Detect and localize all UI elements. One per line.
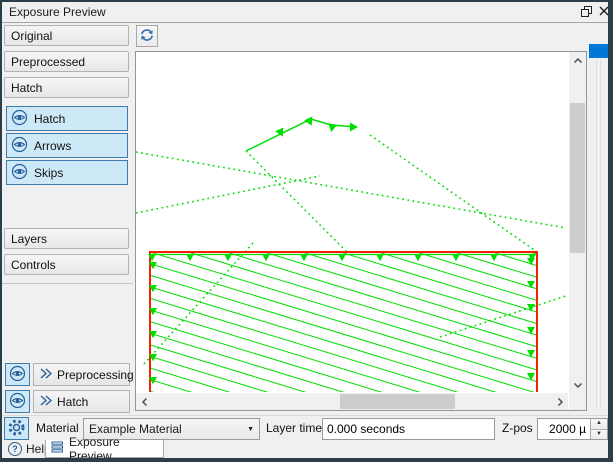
- section-original[interactable]: Original: [4, 25, 129, 46]
- vertical-scrollbar-thumb[interactable]: [570, 103, 585, 253]
- scroll-up-button[interactable]: [569, 52, 586, 68]
- scrollbar-corner: [569, 393, 586, 410]
- zpos-field[interactable]: [538, 419, 590, 439]
- help-label: Help: [26, 442, 51, 456]
- layer-time-field[interactable]: [322, 418, 495, 440]
- refresh-preview-button[interactable]: [136, 25, 158, 47]
- splitter-lines: [596, 59, 601, 409]
- preprocessing-label: Preprocessing: [57, 367, 134, 382]
- close-button[interactable]: [596, 5, 611, 20]
- vertical-scrollbar[interactable]: [569, 52, 586, 393]
- toggle-hatch[interactable]: Hatch: [6, 106, 128, 131]
- dropdown-arrow-icon: ▼: [247, 425, 254, 433]
- scroll-down-button[interactable]: [569, 377, 586, 393]
- preprocessing-visibility-button[interactable]: [5, 363, 30, 386]
- material-label: Material: [36, 421, 79, 435]
- sidebar: Original Preprocessed Hatch Hatch Arrows…: [2, 23, 134, 415]
- material-settings-button[interactable]: [4, 417, 29, 440]
- chevron-up-icon: [573, 57, 582, 63]
- help-button[interactable]: ? Help: [4, 440, 55, 458]
- eye-icon: [11, 109, 28, 129]
- zpos-label: Z-pos: [502, 421, 533, 435]
- section-layers[interactable]: Layers: [4, 228, 129, 249]
- material-selected-value: Example Material: [89, 422, 182, 436]
- spin-up-button[interactable]: ▲: [591, 419, 607, 429]
- zpos-spinner: ▲ ▼: [590, 419, 607, 439]
- material-dropdown[interactable]: Example Material ▼: [83, 418, 260, 440]
- preprocessing-button[interactable]: Preprocessing: [33, 363, 134, 386]
- eye-icon: [9, 392, 26, 412]
- toggle-hatch-label: Hatch: [34, 111, 66, 126]
- toolbar-divider: [2, 415, 608, 416]
- panel-title: Exposure Preview: [9, 5, 106, 19]
- scroll-left-button[interactable]: [136, 393, 152, 410]
- chevron-down-icon: [573, 382, 582, 388]
- horizontal-scrollbar[interactable]: [136, 393, 568, 410]
- toggle-skips[interactable]: Skips: [6, 160, 128, 185]
- circular-arrows-icon: [140, 28, 154, 45]
- layer-time-label: Layer time: [266, 421, 323, 435]
- gear-icon: [7, 418, 26, 440]
- zpos-spinbox[interactable]: ▲ ▼: [537, 418, 608, 440]
- scroll-right-button[interactable]: [552, 393, 568, 410]
- sidebar-divider: [2, 283, 133, 284]
- hatch-visibility-button[interactable]: [5, 390, 30, 413]
- close-x-icon: [598, 5, 610, 20]
- double-chevron-icon: [39, 394, 53, 410]
- question-mark-circle-icon: ?: [8, 442, 22, 456]
- double-chevron-icon: [39, 367, 53, 383]
- eye-icon: [9, 365, 26, 385]
- hatch-drawing: [136, 116, 568, 392]
- chevron-left-icon: [141, 397, 147, 406]
- tab-label: Exposure Preview: [69, 434, 120, 462]
- toggle-arrows-label: Arrows: [34, 138, 72, 153]
- restore-window-icon: [580, 5, 593, 21]
- right-panel-strip: [588, 23, 608, 415]
- chevron-right-icon: [557, 397, 563, 406]
- hatch-pipeline-button[interactable]: Hatch: [33, 390, 130, 413]
- title-bar[interactable]: Exposure Preview: [2, 2, 608, 23]
- accent-block: [589, 44, 608, 58]
- tab-exposure-preview[interactable]: Exposure Preview: [45, 435, 164, 462]
- eye-icon: [11, 136, 28, 156]
- float-window-button[interactable]: [579, 5, 594, 20]
- toggle-arrows[interactable]: Arrows: [6, 133, 128, 158]
- spin-down-button[interactable]: ▼: [591, 428, 607, 439]
- toggle-skips-label: Skips: [34, 165, 64, 180]
- eye-icon: [11, 163, 28, 183]
- stacked-layers-icon: [51, 441, 64, 456]
- horizontal-scrollbar-thumb[interactable]: [340, 394, 455, 409]
- hatch-pipeline-label: Hatch: [57, 394, 89, 409]
- status-bar: ? Help Exposure Preview: [2, 435, 608, 462]
- section-controls[interactable]: Controls: [4, 254, 129, 275]
- section-preprocessed[interactable]: Preprocessed: [4, 51, 129, 72]
- section-hatch[interactable]: Hatch: [4, 77, 129, 98]
